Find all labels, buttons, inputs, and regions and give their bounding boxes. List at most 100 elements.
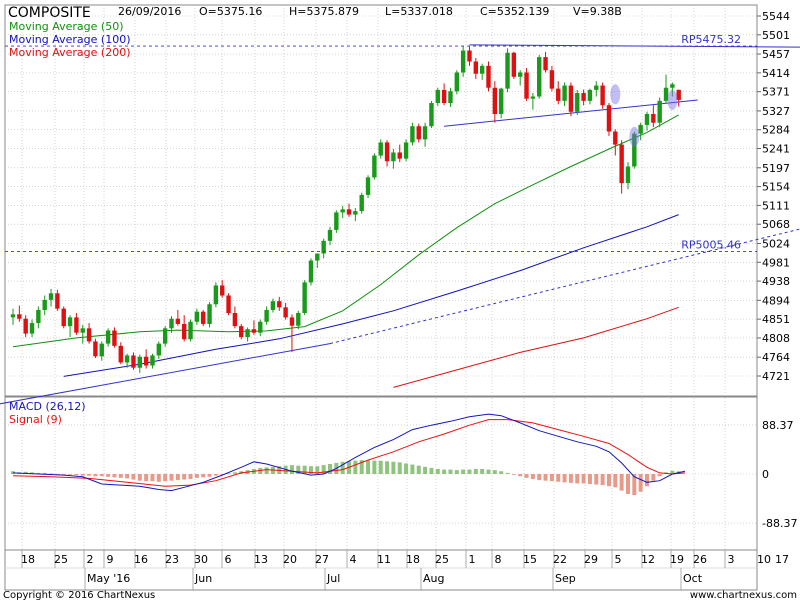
macd-histogram-bar — [543, 474, 548, 481]
candle-body — [226, 295, 231, 314]
candle-body — [17, 314, 22, 319]
macd-histogram-bar — [220, 474, 225, 475]
macd-line — [12, 413, 686, 492]
macd-histogram-bar — [581, 474, 586, 484]
macd-histogram-bar — [49, 473, 54, 475]
macd-histogram-bar — [645, 474, 649, 487]
candle-body — [55, 293, 60, 309]
macd-histogram-bar — [36, 472, 41, 474]
candle-body — [473, 61, 479, 74]
x-tick-label: 22 — [553, 553, 567, 566]
macd-histogram-bar — [473, 469, 478, 474]
legend-ma50: Moving Average (50) — [9, 20, 124, 33]
macd-histogram-bar — [232, 472, 237, 474]
legend-ma200: Moving Average (200) — [9, 46, 130, 59]
candle-body — [61, 308, 66, 327]
candle-body — [606, 105, 612, 132]
price-y-tick-label: 4808 — [762, 332, 790, 345]
x-tick-label: 25 — [54, 553, 68, 566]
rp-label: RP5005.46 — [681, 239, 741, 252]
header-low: L=5337.018 — [385, 5, 453, 18]
x-tick-label: 26 — [693, 553, 707, 566]
candle-body — [429, 103, 434, 127]
candle-body — [118, 345, 123, 363]
candle-body — [264, 309, 269, 322]
price-y-tick-label: 5284 — [762, 124, 790, 137]
candle-body — [277, 301, 282, 308]
macd-histogram-bar — [518, 474, 523, 477]
price-y-tick-label: 4721 — [762, 370, 790, 383]
candle-body — [315, 253, 320, 261]
ma200-line — [393, 306, 679, 388]
candle-body — [162, 328, 168, 344]
candle-body — [359, 194, 364, 212]
macd-histogram-bar — [340, 461, 345, 474]
macd-histogram-bar — [296, 465, 301, 474]
month-label: Jun — [194, 572, 212, 585]
macd-histogram-bar — [23, 471, 28, 474]
footer-website: www.chartnexus.com — [690, 590, 797, 600]
macd-histogram-bar — [207, 474, 212, 477]
candle-body — [537, 57, 542, 97]
header-open: O=5375.16 — [199, 5, 262, 18]
signal-line — [12, 419, 686, 487]
price-y-tick-label: 4938 — [762, 275, 790, 288]
candle-body — [251, 329, 257, 333]
candle-body — [403, 142, 409, 159]
x-tick-label: 25 — [435, 553, 449, 566]
candle-body — [213, 285, 219, 305]
candle-body — [340, 209, 345, 213]
macd-histogram-bar — [315, 466, 320, 474]
y-axis-ticks: 5544 5501 5457 5414 5371 5327 5284 5241 5197 5154… — [757, 10, 797, 530]
candle-body — [511, 52, 517, 77]
candle-body — [23, 318, 28, 334]
macd-histogram-bar — [188, 474, 193, 479]
macd-histogram-bar — [499, 471, 504, 474]
candle-body — [467, 50, 472, 62]
candle-body — [156, 343, 162, 356]
candle-body — [625, 166, 631, 184]
macd-histogram-bar — [442, 469, 447, 474]
x-tick-label: 27 — [315, 553, 329, 566]
rp-label: RP5475.32 — [681, 33, 741, 46]
macd-y-tick-label: 0 — [762, 468, 769, 481]
candle-body — [498, 88, 504, 114]
candle-body — [188, 321, 193, 340]
macd-histogram-bar — [99, 474, 104, 477]
macd-histogram-bar — [556, 474, 561, 482]
candlesticks — [10, 46, 681, 373]
candle-body — [663, 87, 669, 101]
macd-histogram-bar — [11, 471, 15, 474]
candle-body — [207, 304, 212, 324]
trendline — [0, 343, 331, 405]
candle-body — [124, 355, 130, 363]
candle-body — [296, 313, 301, 326]
x-tick-label: 2 — [87, 553, 94, 566]
x-tick-label: 17 — [775, 553, 789, 566]
macd-y-tick-label: -88.37 — [762, 517, 797, 530]
macd-histogram — [11, 460, 681, 496]
macd-histogram-bar — [353, 460, 358, 474]
price-y-tick-label: 5371 — [762, 86, 790, 99]
x-tick-label: 23 — [165, 553, 179, 566]
candle-body — [150, 355, 155, 366]
macd-histogram-bar — [448, 469, 453, 474]
candle-body — [334, 212, 339, 230]
macd-histogram-bar — [106, 474, 111, 477]
price-y-tick-label: 5414 — [762, 67, 790, 80]
candle-body — [391, 152, 396, 162]
macd-histogram-bar — [632, 474, 637, 496]
macd-histogram-bar — [163, 474, 168, 482]
candle-body — [619, 144, 624, 184]
macd-histogram-bar — [372, 460, 377, 474]
macd-histogram-bar — [530, 474, 535, 479]
candle-body — [530, 96, 536, 99]
candle-body — [42, 299, 47, 310]
price-y-tick-label: 5241 — [762, 143, 790, 156]
candle-body — [441, 89, 447, 104]
price-y-tick-label: 5457 — [762, 48, 790, 61]
legend-macd: MACD (26,12) — [9, 400, 86, 413]
candle-body — [518, 72, 523, 77]
macd-histogram-bar — [264, 467, 269, 474]
x-tick-label: 10 — [757, 553, 771, 566]
